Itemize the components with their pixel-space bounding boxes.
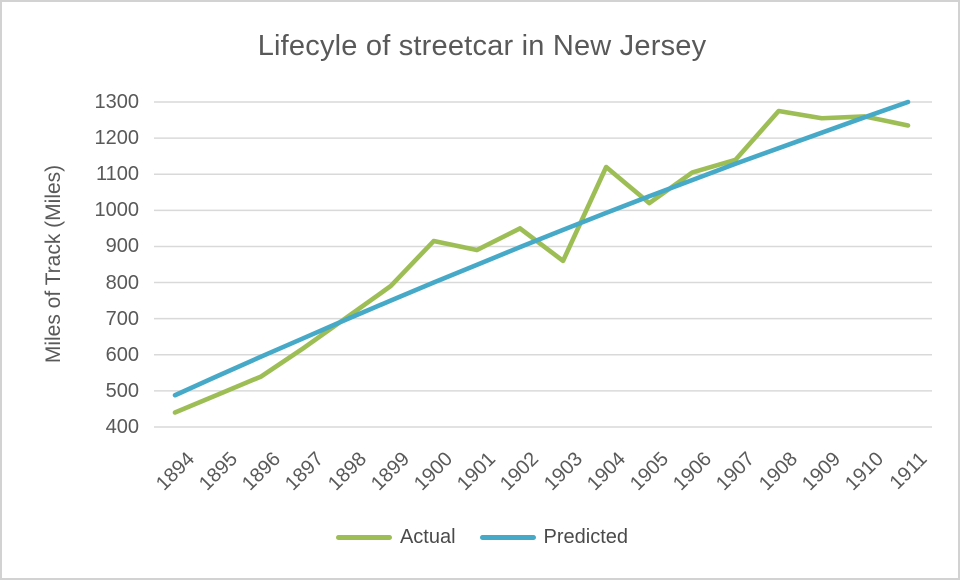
y-tick-label: 800 [105, 271, 139, 294]
y-tick-label: 400 [105, 416, 139, 438]
series-line-predicted [172, 99, 911, 398]
series-line-actual [172, 108, 911, 415]
y-tick-label: 1100 [95, 163, 139, 186]
legend-item-predicted: Predicted [479, 526, 629, 549]
y-tick-label: 500 [105, 379, 139, 402]
legend-label-actual: Actual [399, 526, 456, 548]
y-tick-label: 900 [105, 235, 139, 258]
y-tick-label: 1200 [94, 127, 140, 150]
y-tick-label: 1300 [94, 91, 140, 113]
legend-label-predicted: Predicted [543, 526, 629, 548]
legend-item-actual: Actual [335, 526, 456, 549]
y-tick-label: 1000 [94, 199, 140, 222]
y-tick-label: 600 [105, 343, 139, 366]
legend: Actual Predicted [2, 526, 958, 549]
predicted-line-swatch [479, 535, 536, 540]
y-tick-label: 700 [105, 307, 139, 330]
chart-title: Lifecyle of streetcar in New Jersey [257, 30, 707, 62]
actual-line-swatch [335, 535, 392, 540]
